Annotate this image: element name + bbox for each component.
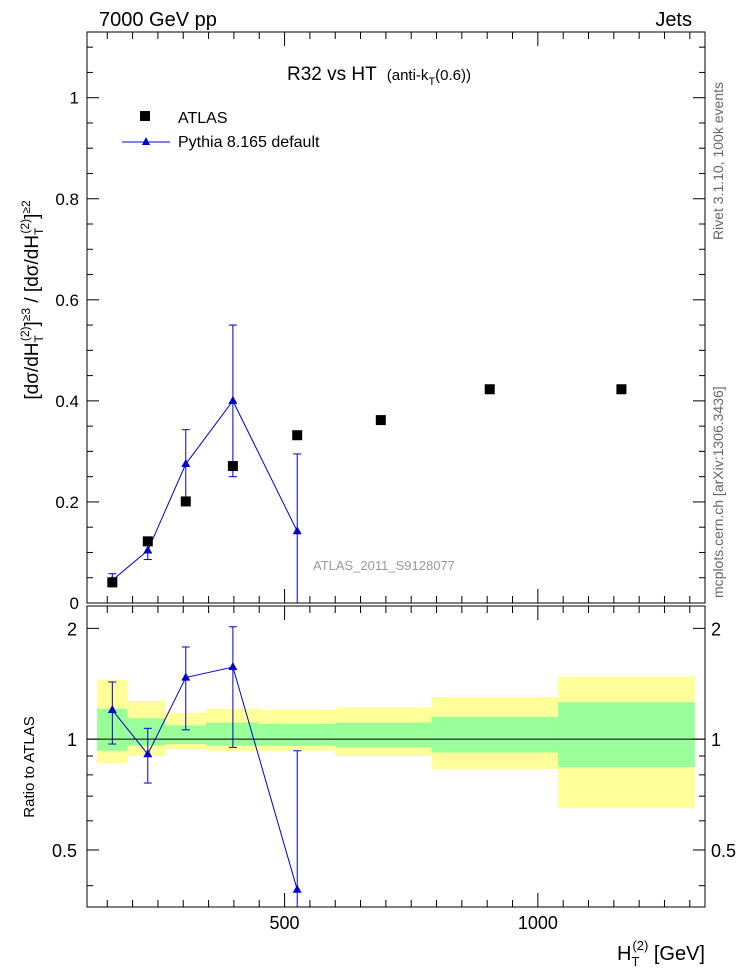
main-atlas-marker <box>142 536 153 547</box>
chart-title-main: R32 vs HT <box>287 64 377 85</box>
main-mc-polyline <box>112 399 298 581</box>
ratio-x-tick-label: 500 <box>270 913 300 933</box>
x-axis-label: HT(2) [GeV] <box>617 938 705 969</box>
ratio-band-inner <box>259 723 336 746</box>
ratio-mc-error-bars <box>108 626 302 908</box>
ratio-mc-polyline <box>111 666 298 890</box>
main-y-tick-label: 0.8 <box>55 190 79 209</box>
main-mc-line <box>112 399 298 581</box>
main-atlas-marker <box>616 384 627 395</box>
ratio-x-tick-label: 1000 <box>518 913 558 933</box>
analysis-watermark: ATLAS_2011_S9128077 <box>313 558 455 573</box>
main-atlas-marker <box>292 430 303 441</box>
ratio-band-inner <box>558 702 695 768</box>
main-atlas-marker <box>375 415 386 426</box>
main-y-tick-labels: 0 0.2 0.4 0.6 0.8 1 <box>55 89 79 613</box>
ratio-y-tick-label-left: 2 <box>67 619 77 639</box>
main-mc-error-bars <box>108 324 302 603</box>
ratio-plot-frame <box>86 605 706 908</box>
header-left: 7000 GeV pp <box>99 9 217 31</box>
main-atlas-marker <box>180 496 191 507</box>
chart-title-suffix-sub: T <box>428 76 435 88</box>
main-y-axis-label: [dσ/dHT(2)]≥3 / [dσ/dHT(2)]≥2 <box>18 200 46 400</box>
ratio-mc-marker <box>228 662 238 671</box>
ratio-x-tick-labels: 500 1000 <box>270 913 558 933</box>
main-mc-marker <box>143 545 153 554</box>
main-atlas-marker <box>227 461 238 472</box>
chart-title-suffix-b: (0.6)) <box>435 67 471 84</box>
ratio-mc-line <box>111 666 298 890</box>
ylabel-sub1: T <box>32 334 46 342</box>
ylabel-sup3: (2) <box>18 219 32 234</box>
header-right: Jets <box>655 9 692 31</box>
xlabel-b: [GeV] <box>648 943 705 965</box>
legend-mc-label: Pythia 8.165 default <box>178 134 320 151</box>
main-y-tick-label: 0.4 <box>55 392 79 411</box>
ratio-mc-marker <box>181 672 191 681</box>
mcplots-source-label: mcplots.cern.ch [arXiv:1306.3436] <box>710 386 726 598</box>
legend-atlas-label: ATLAS <box>178 110 228 127</box>
ratio-y-tick-label-left: 1 <box>67 730 77 750</box>
ylabel-sup2: ≥3 <box>19 308 33 322</box>
main-data-points <box>107 384 627 588</box>
ratio-mc-marker <box>143 749 153 758</box>
ratio-y-tick-label-right: 0.5 <box>711 841 736 861</box>
main-mc-marker <box>228 395 238 404</box>
ratio-band-inner <box>431 716 559 753</box>
chart-title: R32 vs HT (anti-kT(0.6)) <box>287 64 471 88</box>
ylabel-sup4: ≥2 <box>19 200 33 214</box>
ratio-mc-marker <box>292 884 302 893</box>
rivet-version-label: Rivet 3.1.10, 100k events <box>710 82 726 240</box>
main-frame-box <box>86 31 706 604</box>
ratio-y-tick-label-right: 1 <box>711 730 721 750</box>
xlabel-sub: T <box>631 954 639 969</box>
ratio-y-tick-label-right: 2 <box>711 619 721 639</box>
main-y-tick-label: 1 <box>70 89 79 108</box>
chart-title-suffix-a: (anti-k <box>387 67 429 84</box>
ratio-mc-points <box>107 662 302 893</box>
ratio-band-inner <box>127 718 166 746</box>
ratio-y-tick-labels: 0.5 0.5 1 1 2 2 <box>52 619 736 861</box>
main-mc-marker <box>181 459 191 468</box>
ylabel-c: / [dσ/dH <box>22 235 43 308</box>
ratio-y-axis-label: Ratio to ATLAS <box>21 716 38 817</box>
legend-mc-marker <box>142 137 150 145</box>
xlabel-a: H <box>617 943 631 965</box>
ylabel-a: [dσ/dH <box>22 342 43 399</box>
ylabel-d: ] <box>22 214 43 219</box>
legend: ATLAS Pythia 8.165 default <box>122 110 320 151</box>
main-y-tick-label: 0.2 <box>55 493 79 512</box>
ratio-uncertainty-bands <box>97 676 695 809</box>
main-atlas-marker <box>484 384 495 395</box>
ylabel-sup1: (2) <box>18 326 32 341</box>
main-y-tick-label: 0 <box>70 594 79 613</box>
ratio-mc-marker <box>107 705 117 714</box>
ratio-y-tick-label-left: 0.5 <box>52 841 77 861</box>
xlabel-sup: (2) <box>632 938 648 953</box>
main-plot-frame <box>86 31 706 604</box>
legend-atlas-marker <box>140 111 150 121</box>
ylabel-sub2: T <box>32 227 46 235</box>
ratio-band-inner <box>335 722 432 748</box>
main-y-tick-label: 0.6 <box>55 291 79 310</box>
ylabel-b: ] <box>22 321 43 326</box>
main-atlas-marker <box>107 577 118 588</box>
main-mc-marker <box>292 526 302 535</box>
